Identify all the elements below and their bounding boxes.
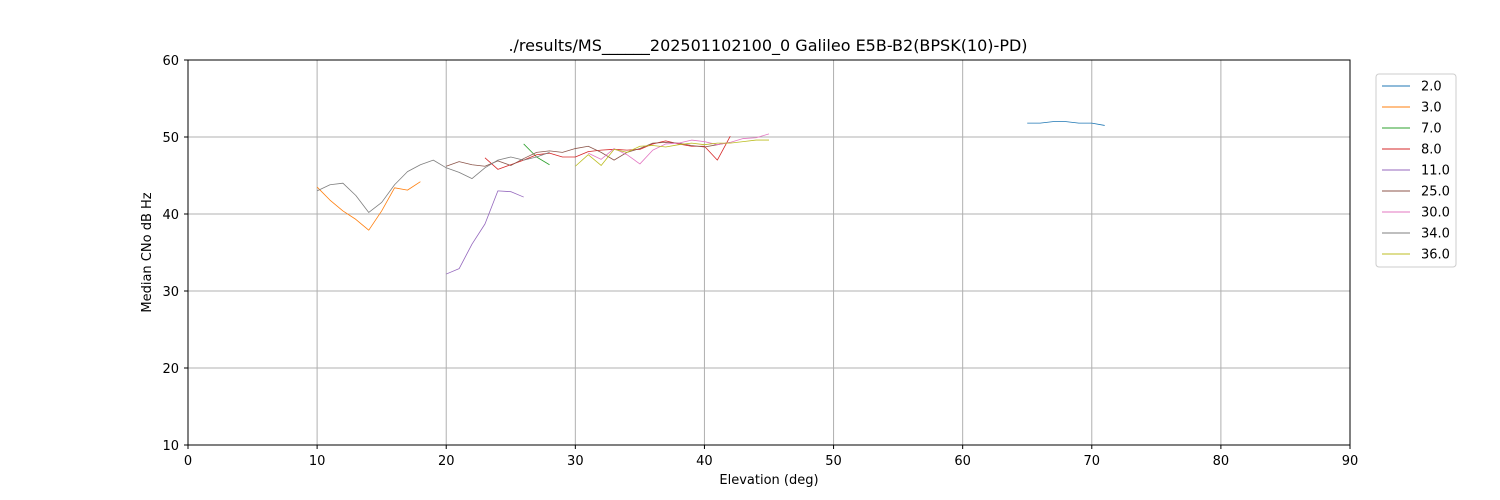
x-tick-label: 80 [1213, 454, 1230, 469]
plot-area-frame [187, 59, 1351, 446]
grid [187, 59, 1351, 446]
y-tick-label: 40 [162, 208, 179, 223]
y-tick-label: 30 [162, 285, 179, 300]
y-axis-label: Median CNo dB Hz [140, 192, 155, 312]
legend-label-25.0: 25.0 [1421, 185, 1450, 200]
chart-title: ./results/MS______202501102100_0 Galileo… [508, 36, 1027, 56]
legend-frame [1375, 73, 1457, 268]
legend-label-11.0: 11.0 [1421, 164, 1450, 179]
y-axis-ticks: 10 20 30 40 50 60 [162, 54, 188, 454]
x-tick-label: 90 [1342, 454, 1359, 469]
x-tick-label: 30 [567, 454, 584, 469]
x-tick-label: 40 [696, 454, 713, 469]
y-tick-label: 10 [162, 439, 179, 454]
legend-label-34.0: 34.0 [1421, 227, 1450, 242]
series-line-11.0 [446, 190, 524, 275]
x-axis-ticks: 0 10 20 30 40 50 60 70 80 90 [184, 445, 1358, 469]
legend-label-8.0: 8.0 [1421, 143, 1442, 158]
series-line-3.0 [316, 181, 421, 231]
legend-label-7.0: 7.0 [1421, 122, 1442, 137]
x-axis-label: Elevation (deg) [719, 473, 818, 488]
x-tick-label: 0 [184, 454, 192, 469]
legend-label-3.0: 3.0 [1421, 101, 1442, 116]
series-line-36.0 [575, 139, 769, 167]
x-tick-label: 60 [954, 454, 971, 469]
legend-label-36.0: 36.0 [1421, 248, 1450, 263]
legend: 2.0 3.0 7.0 8.0 11.0 25.0 30.0 34.0 36.0 [1375, 73, 1457, 268]
series-line-2.0 [1027, 121, 1105, 126]
x-tick-label: 50 [825, 454, 842, 469]
y-tick-label: 20 [162, 362, 179, 377]
y-tick-label: 60 [162, 54, 179, 69]
x-tick-label: 70 [1084, 454, 1101, 469]
legend-label-2.0: 2.0 [1421, 80, 1442, 95]
series-line-8.0 [484, 136, 731, 170]
legend-label-30.0: 30.0 [1421, 206, 1450, 221]
x-tick-label: 10 [309, 454, 326, 469]
x-tick-label: 20 [438, 454, 455, 469]
series-group [316, 121, 1105, 275]
y-tick-label: 50 [162, 131, 179, 146]
series-line-34.0 [316, 152, 550, 213]
